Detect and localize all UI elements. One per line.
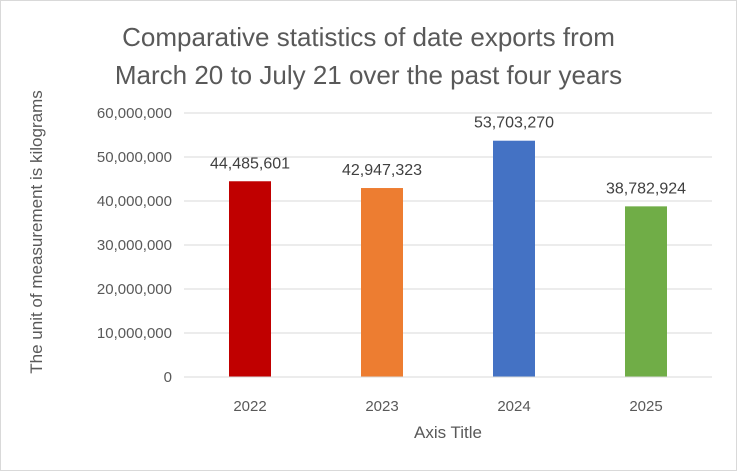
bar — [229, 181, 271, 377]
x-tick-label: 2025 — [629, 398, 662, 415]
y-tick-label: 10,000,000 — [97, 325, 172, 342]
y-tick-label: 50,000,000 — [97, 149, 172, 166]
x-tick-label: 2022 — [233, 398, 266, 415]
bar — [625, 206, 667, 377]
data-label: 42,947,323 — [342, 162, 422, 179]
chart-title-line-1: Comparative statistics of date exports f… — [122, 22, 615, 52]
y-axis-title: The unit of measurement is kilograms — [27, 90, 46, 373]
bar — [493, 140, 535, 377]
chart-title-line-2: March 20 to July 21 over the past four y… — [114, 60, 623, 90]
y-tick-label: 60,000,000 — [97, 105, 172, 122]
x-tick-label: 2024 — [497, 398, 530, 415]
bar — [361, 188, 403, 377]
chart-title: Comparative statistics of date exports f… — [0, 18, 737, 94]
data-label: 44,485,601 — [210, 155, 290, 172]
y-tick-label: 30,000,000 — [97, 237, 172, 254]
x-axis-title: Axis Title — [414, 423, 482, 442]
data-label: 53,703,270 — [474, 115, 554, 132]
y-tick-label: 20,000,000 — [97, 281, 172, 298]
data-label: 38,782,924 — [606, 180, 686, 197]
y-tick-label: 0 — [164, 369, 172, 386]
x-tick-label: 2023 — [365, 398, 398, 415]
y-tick-label: 40,000,000 — [97, 193, 172, 210]
